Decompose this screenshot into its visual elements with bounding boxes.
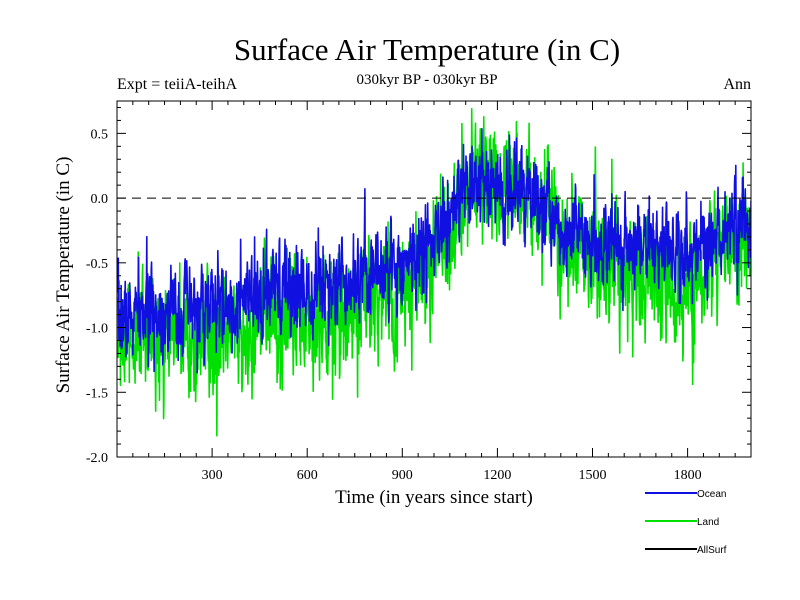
experiment-label: Expt = teiiA-teihA — [117, 76, 238, 93]
y-tick-label: -1.0 — [86, 322, 108, 337]
x-tick-label: 1200 — [483, 468, 511, 483]
x-tick-label: 900 — [392, 468, 413, 483]
chart-title: Surface Air Temperature (in C) — [234, 32, 620, 67]
x-tick-label: 600 — [297, 468, 318, 483]
legend: Ocean Land AllSurf — [645, 489, 727, 556]
period-label: Ann — [723, 76, 751, 93]
y-tick-label: -2.0 — [86, 451, 108, 466]
series-group — [117, 107, 751, 437]
legend-label-ocean: Ocean — [697, 489, 726, 500]
x-tick-label: 1500 — [579, 468, 607, 483]
plot-area: 300 600 900 1200 1500 1800 -2.0 -1.5 -1.0 -0.5 0.0… — [86, 100, 752, 483]
x-tick-label: 1800 — [674, 468, 702, 483]
y-tick-label: -0.5 — [86, 257, 108, 272]
chart-subtitle: 030kyr BP - 030kyr BP — [356, 72, 497, 88]
series-line-ocean — [117, 128, 751, 374]
y-axis-label: Surface Air Temperature (in C) — [53, 157, 74, 394]
y-tick-label: 0.5 — [91, 127, 109, 142]
x-tick-label: 300 — [202, 468, 223, 483]
legend-label-land: Land — [697, 517, 719, 528]
y-tick-label: 0.0 — [91, 192, 109, 207]
x-axis-label: Time (in years since start) — [335, 487, 533, 508]
y-tick-label: -1.5 — [86, 386, 108, 401]
legend-label-allsurf: AllSurf — [697, 545, 727, 556]
